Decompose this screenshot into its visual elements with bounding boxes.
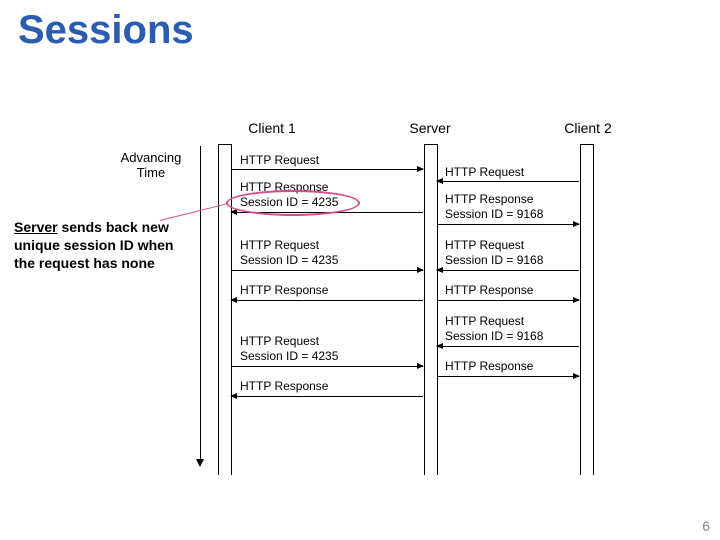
- msg-c1-req3a: HTTP Request: [240, 334, 319, 348]
- msg-c1-req3b: Session ID = 4235: [240, 349, 338, 363]
- sequence-diagram: Client 1 Server Client 2 AdvancingTime H…: [0, 120, 720, 520]
- actor-server: Server: [400, 120, 460, 136]
- msg-c2-req2b: Session ID = 9168: [445, 253, 543, 267]
- arrow-c2-resp3: [437, 376, 579, 377]
- arrow-c2-resp1: [437, 224, 579, 225]
- lifeline-client2: [580, 144, 594, 475]
- msg-c2-resp2: HTTP Response: [445, 283, 533, 297]
- msg-c1-resp2: HTTP Response: [240, 283, 328, 297]
- msg-c2-resp1a: HTTP Response: [445, 192, 533, 206]
- arrow-c2-resp2: [437, 300, 579, 301]
- actor-client2: Client 2: [558, 120, 618, 136]
- msg-c1-req1: HTTP Request: [240, 153, 319, 167]
- msg-c2-resp1b: Session ID = 9168: [445, 207, 543, 221]
- arrow-c2-req1: [437, 181, 579, 182]
- advancing-time-label: AdvancingTime: [106, 150, 196, 180]
- msg-c1-req2a: HTTP Request: [240, 238, 319, 252]
- actor-client1: Client 1: [242, 120, 302, 136]
- arrow-c1-resp2: [231, 300, 423, 301]
- msg-c2-req1: HTTP Request: [445, 165, 524, 179]
- page-number: 6: [702, 518, 710, 534]
- msg-c2-req3b: Session ID = 9168: [445, 329, 543, 343]
- slide-title: Sessions: [18, 8, 194, 53]
- arrow-c1-req2: [231, 270, 423, 271]
- highlight-oval: [226, 190, 360, 216]
- lifeline-server: [424, 144, 438, 475]
- msg-c2-req2a: HTTP Request: [445, 238, 524, 252]
- arrow-c1-req3: [231, 366, 423, 367]
- lifeline-client1: [218, 144, 232, 475]
- arrow-c2-req2: [437, 270, 579, 271]
- msg-c2-req3a: HTTP Request: [445, 314, 524, 328]
- msg-c1-req2b: Session ID = 4235: [240, 253, 338, 267]
- annotation-bold: Server: [14, 219, 58, 235]
- arrow-c1-resp3: [231, 396, 423, 397]
- arrow-c1-req1: [231, 169, 423, 170]
- msg-c2-resp3: HTTP Response: [445, 359, 533, 373]
- time-arrow: [200, 146, 201, 466]
- arrow-c2-req3: [437, 346, 579, 347]
- annotation-text: Server sends back new unique session ID …: [14, 218, 184, 273]
- msg-c1-resp3: HTTP Response: [240, 379, 328, 393]
